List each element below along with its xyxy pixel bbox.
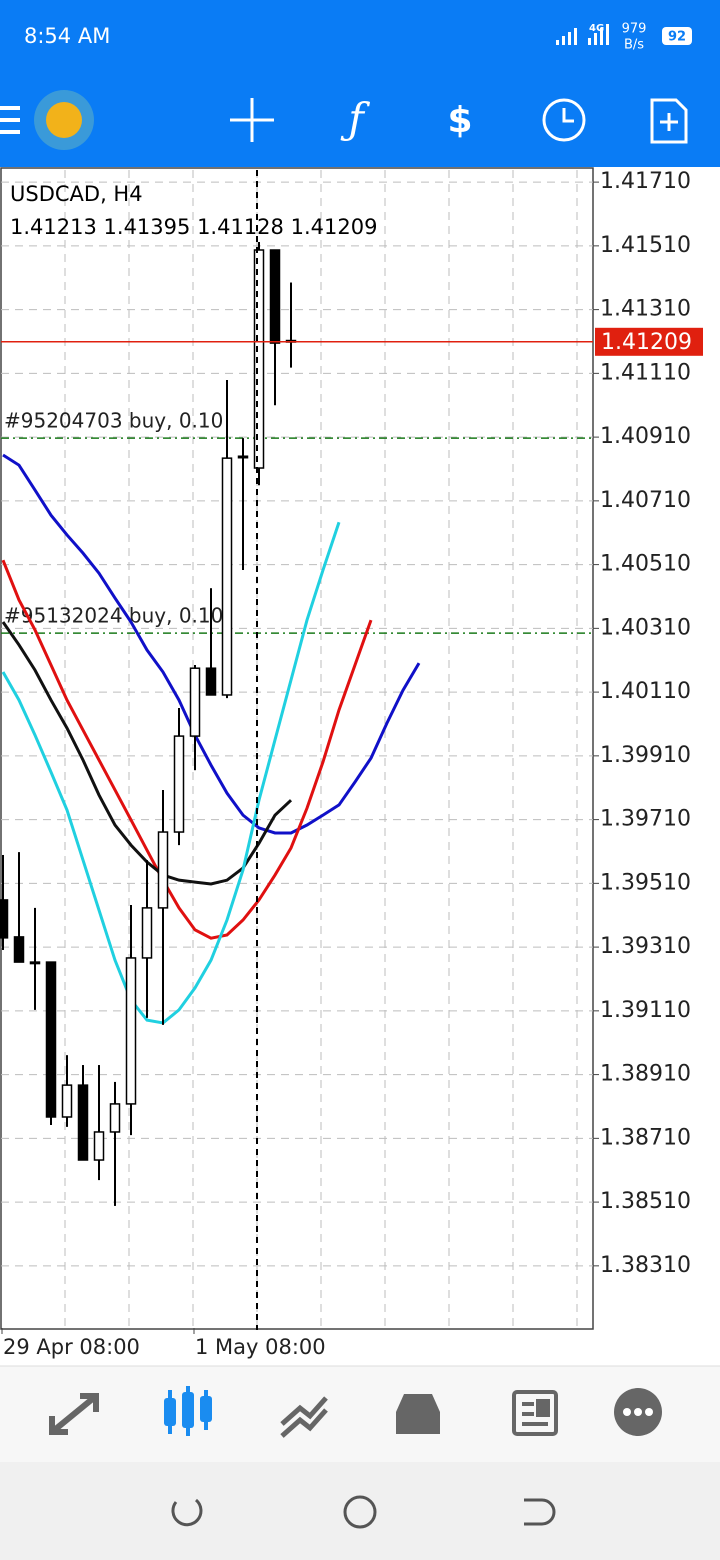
- y-tick-label: 1.39310: [600, 934, 691, 959]
- back-button[interactable]: [524, 1498, 556, 1526]
- ohlc-open: 1.41213: [10, 215, 97, 239]
- candle-body: [13, 936, 25, 963]
- ma-line: [2, 453, 421, 835]
- candle-body: [141, 907, 153, 959]
- chart: #95204703 buy, 0.10 #95132024 buy, 0.10: [0, 170, 593, 1328]
- period-button[interactable]: [542, 98, 586, 142]
- ohlc-readout: 1.41213 1.41395 1.41128 1.41209: [10, 215, 377, 239]
- y-tick-label: 1.39510: [600, 870, 691, 895]
- price-label: 1.41209: [601, 330, 692, 355]
- price-box: [595, 327, 703, 356]
- y-tick-label: 1.40710: [600, 488, 691, 513]
- candle-body: [0, 899, 9, 939]
- candle-body: [61, 1084, 73, 1118]
- y-tick-label: 1.40310: [600, 615, 691, 640]
- crosshair-button[interactable]: [230, 98, 274, 142]
- candle-body: [253, 249, 265, 469]
- bottom-nav: [0, 1366, 720, 1462]
- y-tick-label: 1.39710: [600, 807, 691, 832]
- net-speed: 979: [622, 22, 647, 37]
- candle-body: [237, 455, 249, 459]
- y-tick-label: 1.39910: [600, 743, 691, 768]
- candle-body: [269, 249, 281, 344]
- ohlc-low: 1.41128: [197, 215, 284, 239]
- new-order-button[interactable]: [650, 98, 688, 144]
- mt4-logo-core: [46, 102, 82, 138]
- network-type: 4G: [589, 23, 604, 34]
- candle-body: [221, 457, 233, 696]
- y-tick-label: 1.41710: [600, 169, 691, 194]
- system-nav: [0, 1462, 720, 1560]
- y-tick-label: 1.38510: [600, 1189, 691, 1214]
- chat-tab[interactable]: [614, 1388, 662, 1436]
- app-bar: [0, 0, 720, 167]
- y-tick-label: 1.41310: [600, 297, 691, 322]
- y-tick-label: 1.38310: [600, 1253, 691, 1278]
- quotes-tab[interactable]: [49, 1393, 99, 1435]
- y-tick-label: 1.40910: [600, 424, 691, 449]
- net-speed-unit: B/s: [624, 38, 644, 53]
- order-label: #95132024 buy, 0.10: [4, 604, 223, 628]
- candle-body: [189, 667, 201, 737]
- candle-body: [45, 961, 57, 1118]
- y-tick-label: 1.41110: [600, 360, 691, 385]
- ohlc-high: 1.41395: [104, 215, 191, 239]
- candle-body: [109, 1103, 121, 1133]
- candle-body: [173, 735, 185, 833]
- chart-symbol: USDCAD, H4: [10, 182, 143, 206]
- y-tick-label: 1.38910: [600, 1062, 691, 1087]
- y-tick-label: 1.38710: [600, 1125, 691, 1150]
- y-tick-label: 1.41510: [600, 233, 691, 258]
- candle-body: [77, 1084, 89, 1161]
- home-button[interactable]: [343, 1495, 377, 1529]
- y-tick-label: 1.40510: [600, 552, 691, 577]
- signal-icon: [556, 24, 609, 45]
- candle-body: [157, 831, 169, 909]
- candle-body: [29, 961, 41, 965]
- symbols-button[interactable]: $: [447, 100, 472, 141]
- y-tick-label: 1.39110: [600, 998, 691, 1023]
- candle-body: [125, 957, 137, 1105]
- battery: [662, 27, 692, 45]
- y-tick-label: 1.40110: [600, 679, 691, 704]
- news-tab[interactable]: [512, 1390, 558, 1436]
- trade-tab[interactable]: [280, 1396, 328, 1438]
- candle-body: [205, 667, 217, 696]
- recents-button[interactable]: [171, 1498, 203, 1527]
- ma-line: [1, 559, 373, 940]
- x-tick-label: 1 May 08:00: [195, 1335, 326, 1359]
- battery-level: 92: [668, 30, 686, 45]
- ohlc-close: 1.41209: [291, 215, 378, 239]
- order-label: #95204703 buy, 0.10: [4, 409, 223, 433]
- x-tick-label: 29 Apr 08:00: [3, 1335, 140, 1359]
- chart-tab[interactable]: [164, 1386, 212, 1436]
- menu-button[interactable]: [0, 106, 20, 134]
- history-tab[interactable]: [396, 1394, 440, 1434]
- status-time: 8:54 AM: [24, 24, 110, 48]
- ma-line: [1, 521, 341, 1025]
- candle-body: [93, 1131, 105, 1161]
